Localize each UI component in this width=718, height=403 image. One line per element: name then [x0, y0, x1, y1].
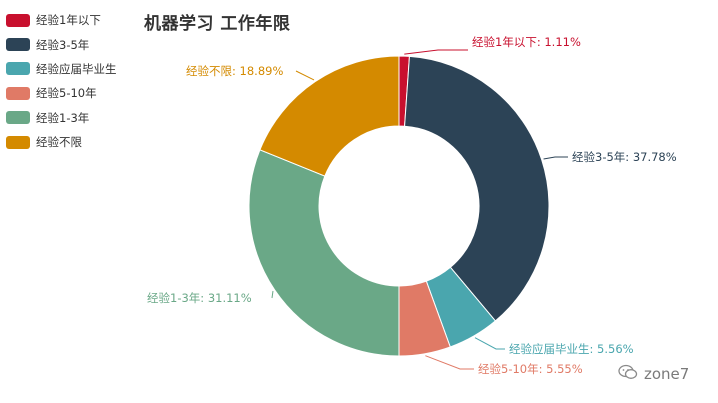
- legend-swatch: [6, 111, 30, 125]
- legend-item-new-graduate[interactable]: 经验应届毕业生: [6, 57, 117, 81]
- legend-label: 经验3-5年: [36, 37, 90, 52]
- wechat-icon: [618, 364, 638, 384]
- legend-item-less-than-1-year[interactable]: 经验1年以下: [6, 8, 117, 32]
- legend-label: 经验1年以下: [36, 13, 101, 28]
- data-label-3: 经验5-10年: 5.55%: [478, 362, 583, 376]
- donut-slice-5[interactable]: [259, 55, 400, 177]
- data-label-2: 经验应届毕业生: 5.56%: [509, 342, 634, 356]
- data-label-1: 经验3-5年: 37.78%: [572, 150, 677, 164]
- data-label-5: 经验不限: 18.89%: [186, 64, 283, 78]
- legend-item-3-5-years[interactable]: 经验3-5年: [6, 32, 117, 56]
- legend: 经验1年以下 经验3-5年 经验应届毕业生 经验5-10年 经验1-3年 经验不…: [6, 8, 117, 154]
- leader-line-4: [271, 290, 274, 299]
- chart-title: 机器学习 工作年限: [144, 14, 291, 34]
- legend-swatch: [6, 135, 30, 149]
- donut-slice-4[interactable]: [248, 149, 400, 357]
- leader-line-1: [543, 156, 568, 160]
- leader-line-2: [474, 337, 505, 350]
- donut-slice-1[interactable]: [404, 55, 550, 322]
- legend-label: 经验5-10年: [36, 86, 97, 101]
- data-label-4: 经验1-3年: 31.11%: [147, 291, 252, 305]
- legend-swatch: [6, 38, 30, 52]
- legend-label: 经验应届毕业生: [36, 61, 117, 76]
- watermark: zone7: [618, 364, 689, 384]
- data-label-0: 经验1年以下: 1.11%: [472, 35, 581, 49]
- legend-item-5-10-years[interactable]: 经验5-10年: [6, 81, 117, 105]
- leader-line-0: [404, 49, 468, 55]
- leader-line-5: [295, 70, 315, 81]
- legend-swatch: [6, 62, 30, 76]
- legend-item-unlimited[interactable]: 经验不限: [6, 130, 117, 154]
- watermark-text: zone7: [644, 365, 690, 383]
- legend-swatch: [6, 86, 30, 100]
- legend-swatch: [6, 13, 30, 27]
- leader-line-3: [425, 355, 474, 370]
- legend-label: 经验1-3年: [36, 110, 90, 125]
- legend-label: 经验不限: [36, 135, 82, 150]
- legend-item-1-3-years[interactable]: 经验1-3年: [6, 106, 117, 130]
